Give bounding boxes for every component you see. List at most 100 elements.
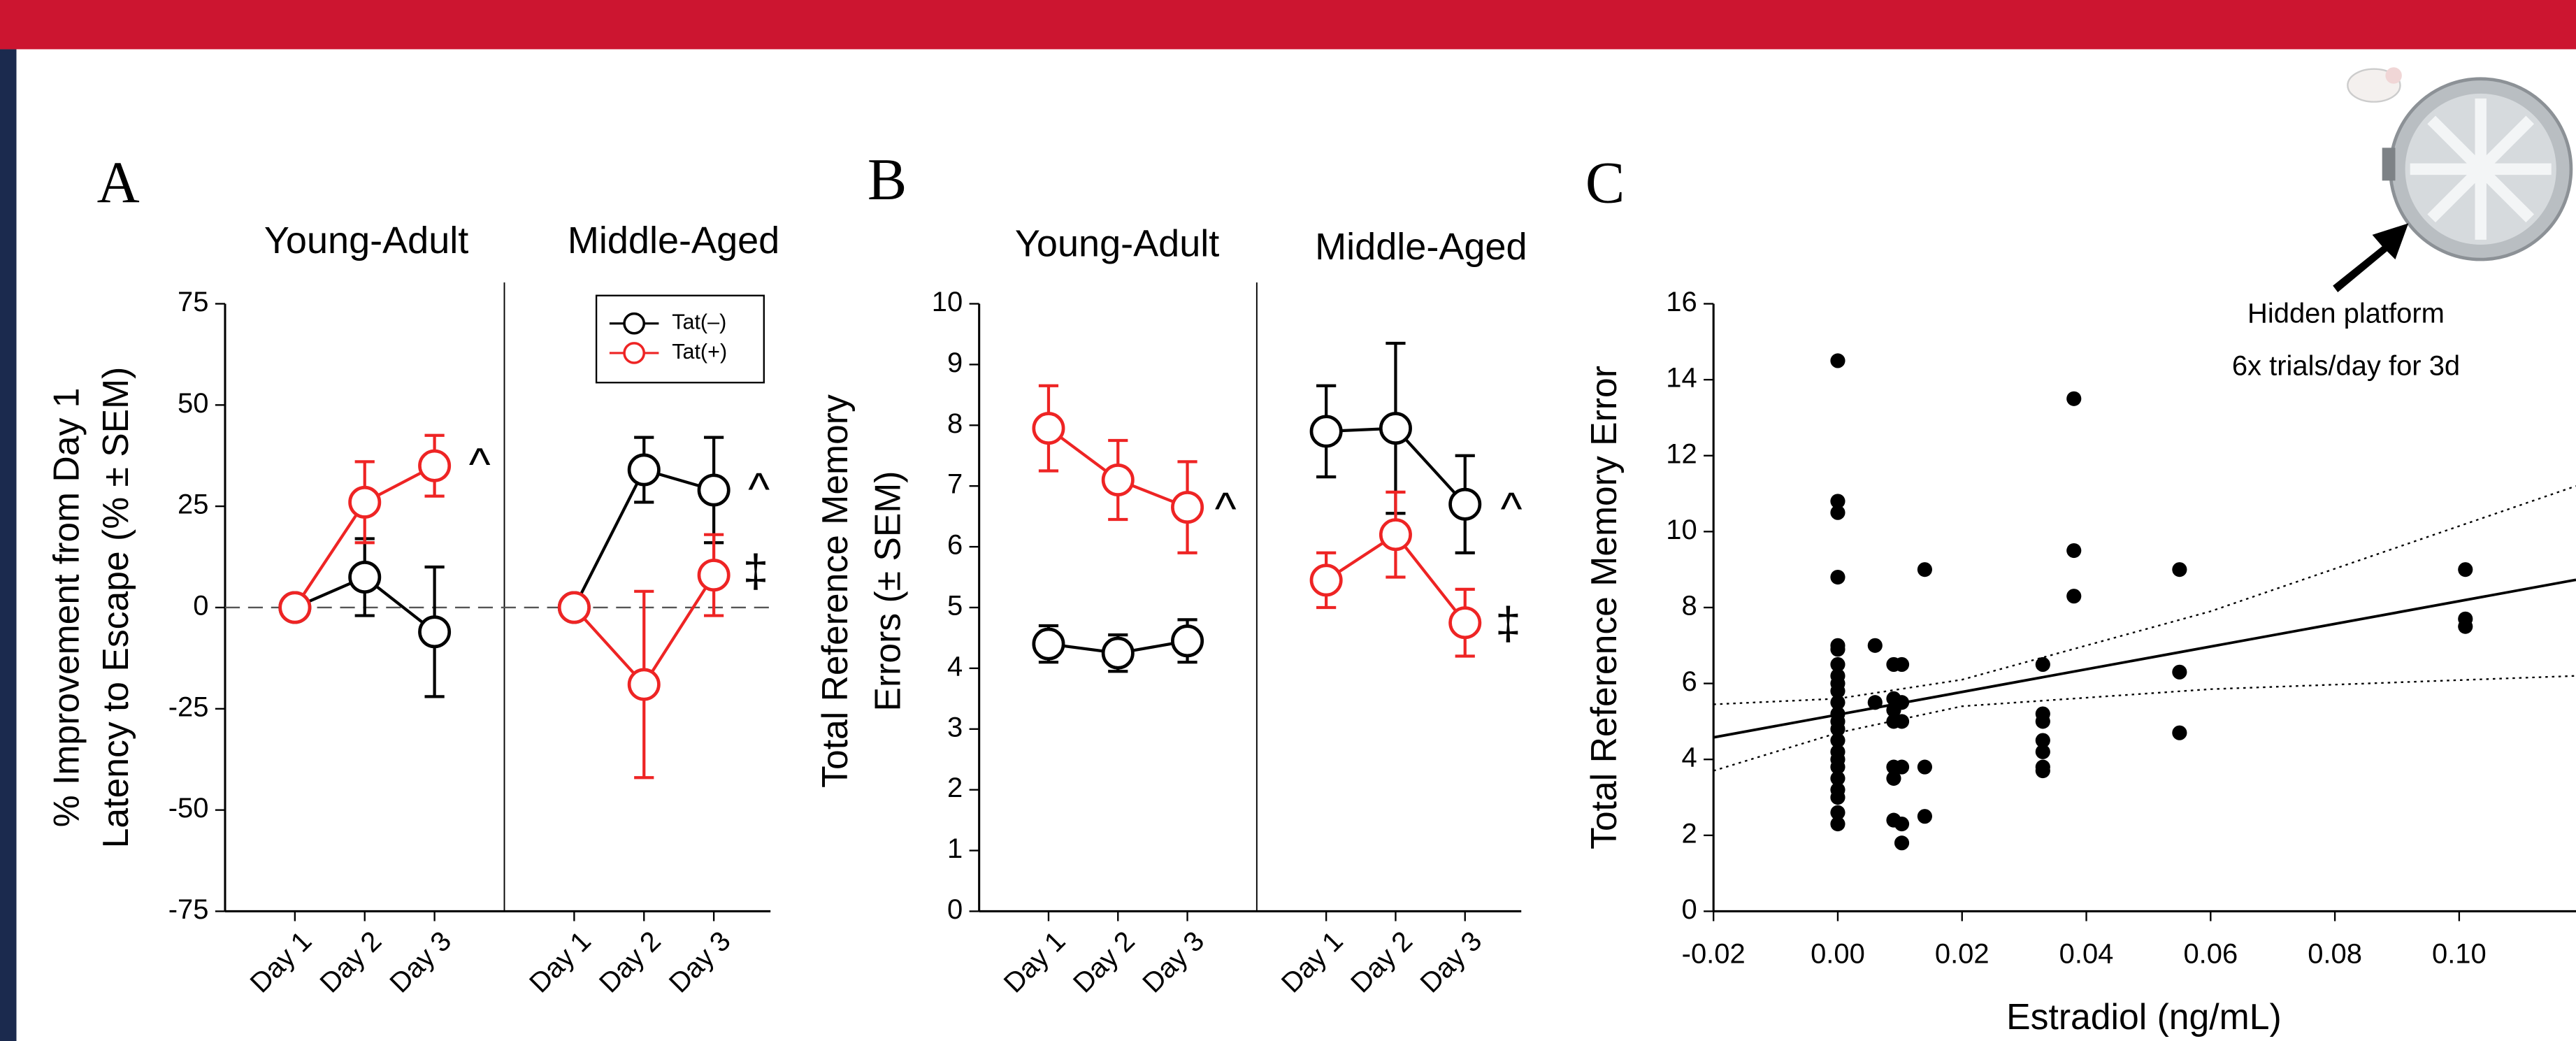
data-point bbox=[1830, 733, 1845, 748]
y-tick-label: 12 bbox=[1666, 438, 1697, 469]
data-point bbox=[2458, 619, 2473, 634]
group-title: Middle-Aged bbox=[568, 220, 779, 261]
data-point bbox=[1867, 638, 1883, 653]
x-tick-label: Day 1 bbox=[998, 926, 1072, 999]
y-tick-label: 0 bbox=[947, 894, 963, 925]
arrow bbox=[2333, 223, 2409, 293]
y-tick-label: 5 bbox=[947, 591, 963, 622]
annotation: ^ bbox=[1501, 482, 1523, 534]
x-tick-label: 0.02 bbox=[1935, 938, 1989, 969]
data-point bbox=[2172, 664, 2187, 680]
x-tick-label: -0.02 bbox=[1682, 938, 1746, 969]
y-tick-label: 0 bbox=[1681, 894, 1697, 925]
annotation: ^ bbox=[1215, 482, 1237, 534]
y-axis-label: Total Reference Memory Error bbox=[1583, 366, 1624, 849]
data-point bbox=[2458, 562, 2473, 577]
y-tick-label: 2 bbox=[947, 773, 963, 803]
y-tick-label: 1 bbox=[947, 833, 963, 864]
x-tick-label: Day 2 bbox=[314, 926, 387, 999]
legend-label: Tat(–) bbox=[672, 310, 726, 334]
y-tick-label: 14 bbox=[1666, 363, 1697, 394]
group-title: Middle-Aged bbox=[1315, 226, 1527, 268]
group-title: Young-Adult bbox=[264, 220, 468, 261]
x-tick-label: Day 3 bbox=[1414, 926, 1488, 999]
data-point bbox=[1894, 714, 1910, 729]
confidence-band bbox=[1713, 485, 2576, 705]
x-tick-label: 0.04 bbox=[2059, 938, 2114, 969]
data-point bbox=[1830, 683, 1845, 699]
data-point bbox=[2066, 589, 2082, 604]
maze-arms bbox=[2410, 98, 2552, 240]
data-point bbox=[1448, 487, 1482, 521]
data-point bbox=[1101, 636, 1135, 670]
group-title: Young-Adult bbox=[1015, 223, 1219, 265]
panel-letter: B bbox=[868, 148, 907, 213]
annotation: ^ bbox=[469, 438, 491, 490]
x-tick-label: Day 3 bbox=[1137, 926, 1210, 999]
y-tick-label: 50 bbox=[178, 388, 208, 419]
data-point bbox=[1917, 562, 1932, 577]
mouse-ear bbox=[2385, 67, 2402, 84]
data-point bbox=[1894, 816, 1910, 832]
x-tick-label: 0.00 bbox=[1811, 938, 1865, 969]
data-point bbox=[1171, 624, 1204, 658]
data-point bbox=[627, 453, 661, 487]
data-point bbox=[1830, 505, 1845, 520]
x-tick-label: Day 1 bbox=[524, 926, 597, 999]
data-point bbox=[1830, 805, 1845, 820]
data-point bbox=[2035, 714, 2050, 729]
data-point bbox=[278, 591, 312, 624]
y-tick-label: 9 bbox=[947, 347, 963, 378]
data-point bbox=[1032, 412, 1065, 445]
data-point bbox=[1830, 816, 1845, 832]
data-point bbox=[1830, 759, 1845, 775]
data-point bbox=[1830, 695, 1845, 710]
legend-marker bbox=[623, 312, 646, 335]
legend-label: Tat(+) bbox=[672, 340, 727, 364]
y-tick-label: 75 bbox=[178, 287, 208, 317]
panel-letter: A bbox=[97, 151, 140, 216]
y-tick-label: -50 bbox=[168, 793, 209, 824]
data-point bbox=[1830, 656, 1845, 673]
data-point bbox=[1894, 656, 1910, 673]
header-bar bbox=[0, 0, 2576, 50]
x-tick-label: Day 2 bbox=[1067, 926, 1141, 999]
data-point bbox=[1830, 642, 1845, 657]
data-point bbox=[1886, 770, 1901, 786]
data-point bbox=[2035, 763, 2050, 779]
data-point bbox=[2035, 744, 2050, 759]
data-point bbox=[1894, 759, 1910, 775]
y-tick-label: -25 bbox=[168, 691, 209, 722]
legend-marker bbox=[623, 342, 646, 364]
x-tick-label: Day 3 bbox=[663, 926, 737, 999]
data-point bbox=[2066, 391, 2082, 406]
y-tick-label: 6 bbox=[947, 530, 963, 561]
data-point bbox=[1830, 721, 1845, 737]
data-point bbox=[1867, 695, 1883, 710]
y-tick-label: 10 bbox=[932, 287, 963, 317]
data-point bbox=[1171, 491, 1204, 524]
y-tick-label: 10 bbox=[1666, 515, 1697, 545]
data-point bbox=[1379, 518, 1412, 552]
note: Hidden platform bbox=[2247, 298, 2445, 329]
data-point bbox=[1448, 606, 1482, 640]
regression-line bbox=[1713, 578, 2576, 739]
y-tick-label: 2 bbox=[1681, 818, 1697, 849]
data-point bbox=[627, 668, 661, 701]
data-point bbox=[1894, 835, 1910, 851]
y-tick-label: 16 bbox=[1666, 287, 1697, 317]
confidence-band bbox=[1713, 675, 2576, 772]
y-tick-label: 8 bbox=[947, 408, 963, 439]
annotation: ‡ bbox=[1495, 598, 1521, 649]
y-tick-label: 8 bbox=[1681, 591, 1697, 622]
maze-door bbox=[2382, 148, 2396, 181]
y-tick-label: 7 bbox=[947, 469, 963, 500]
data-point bbox=[418, 615, 452, 649]
data-point bbox=[1379, 412, 1412, 445]
y-tick-label: 4 bbox=[947, 651, 963, 682]
x-tick-label: Day 1 bbox=[245, 926, 318, 999]
data-point bbox=[1830, 789, 1845, 805]
data-point bbox=[1101, 464, 1135, 496]
